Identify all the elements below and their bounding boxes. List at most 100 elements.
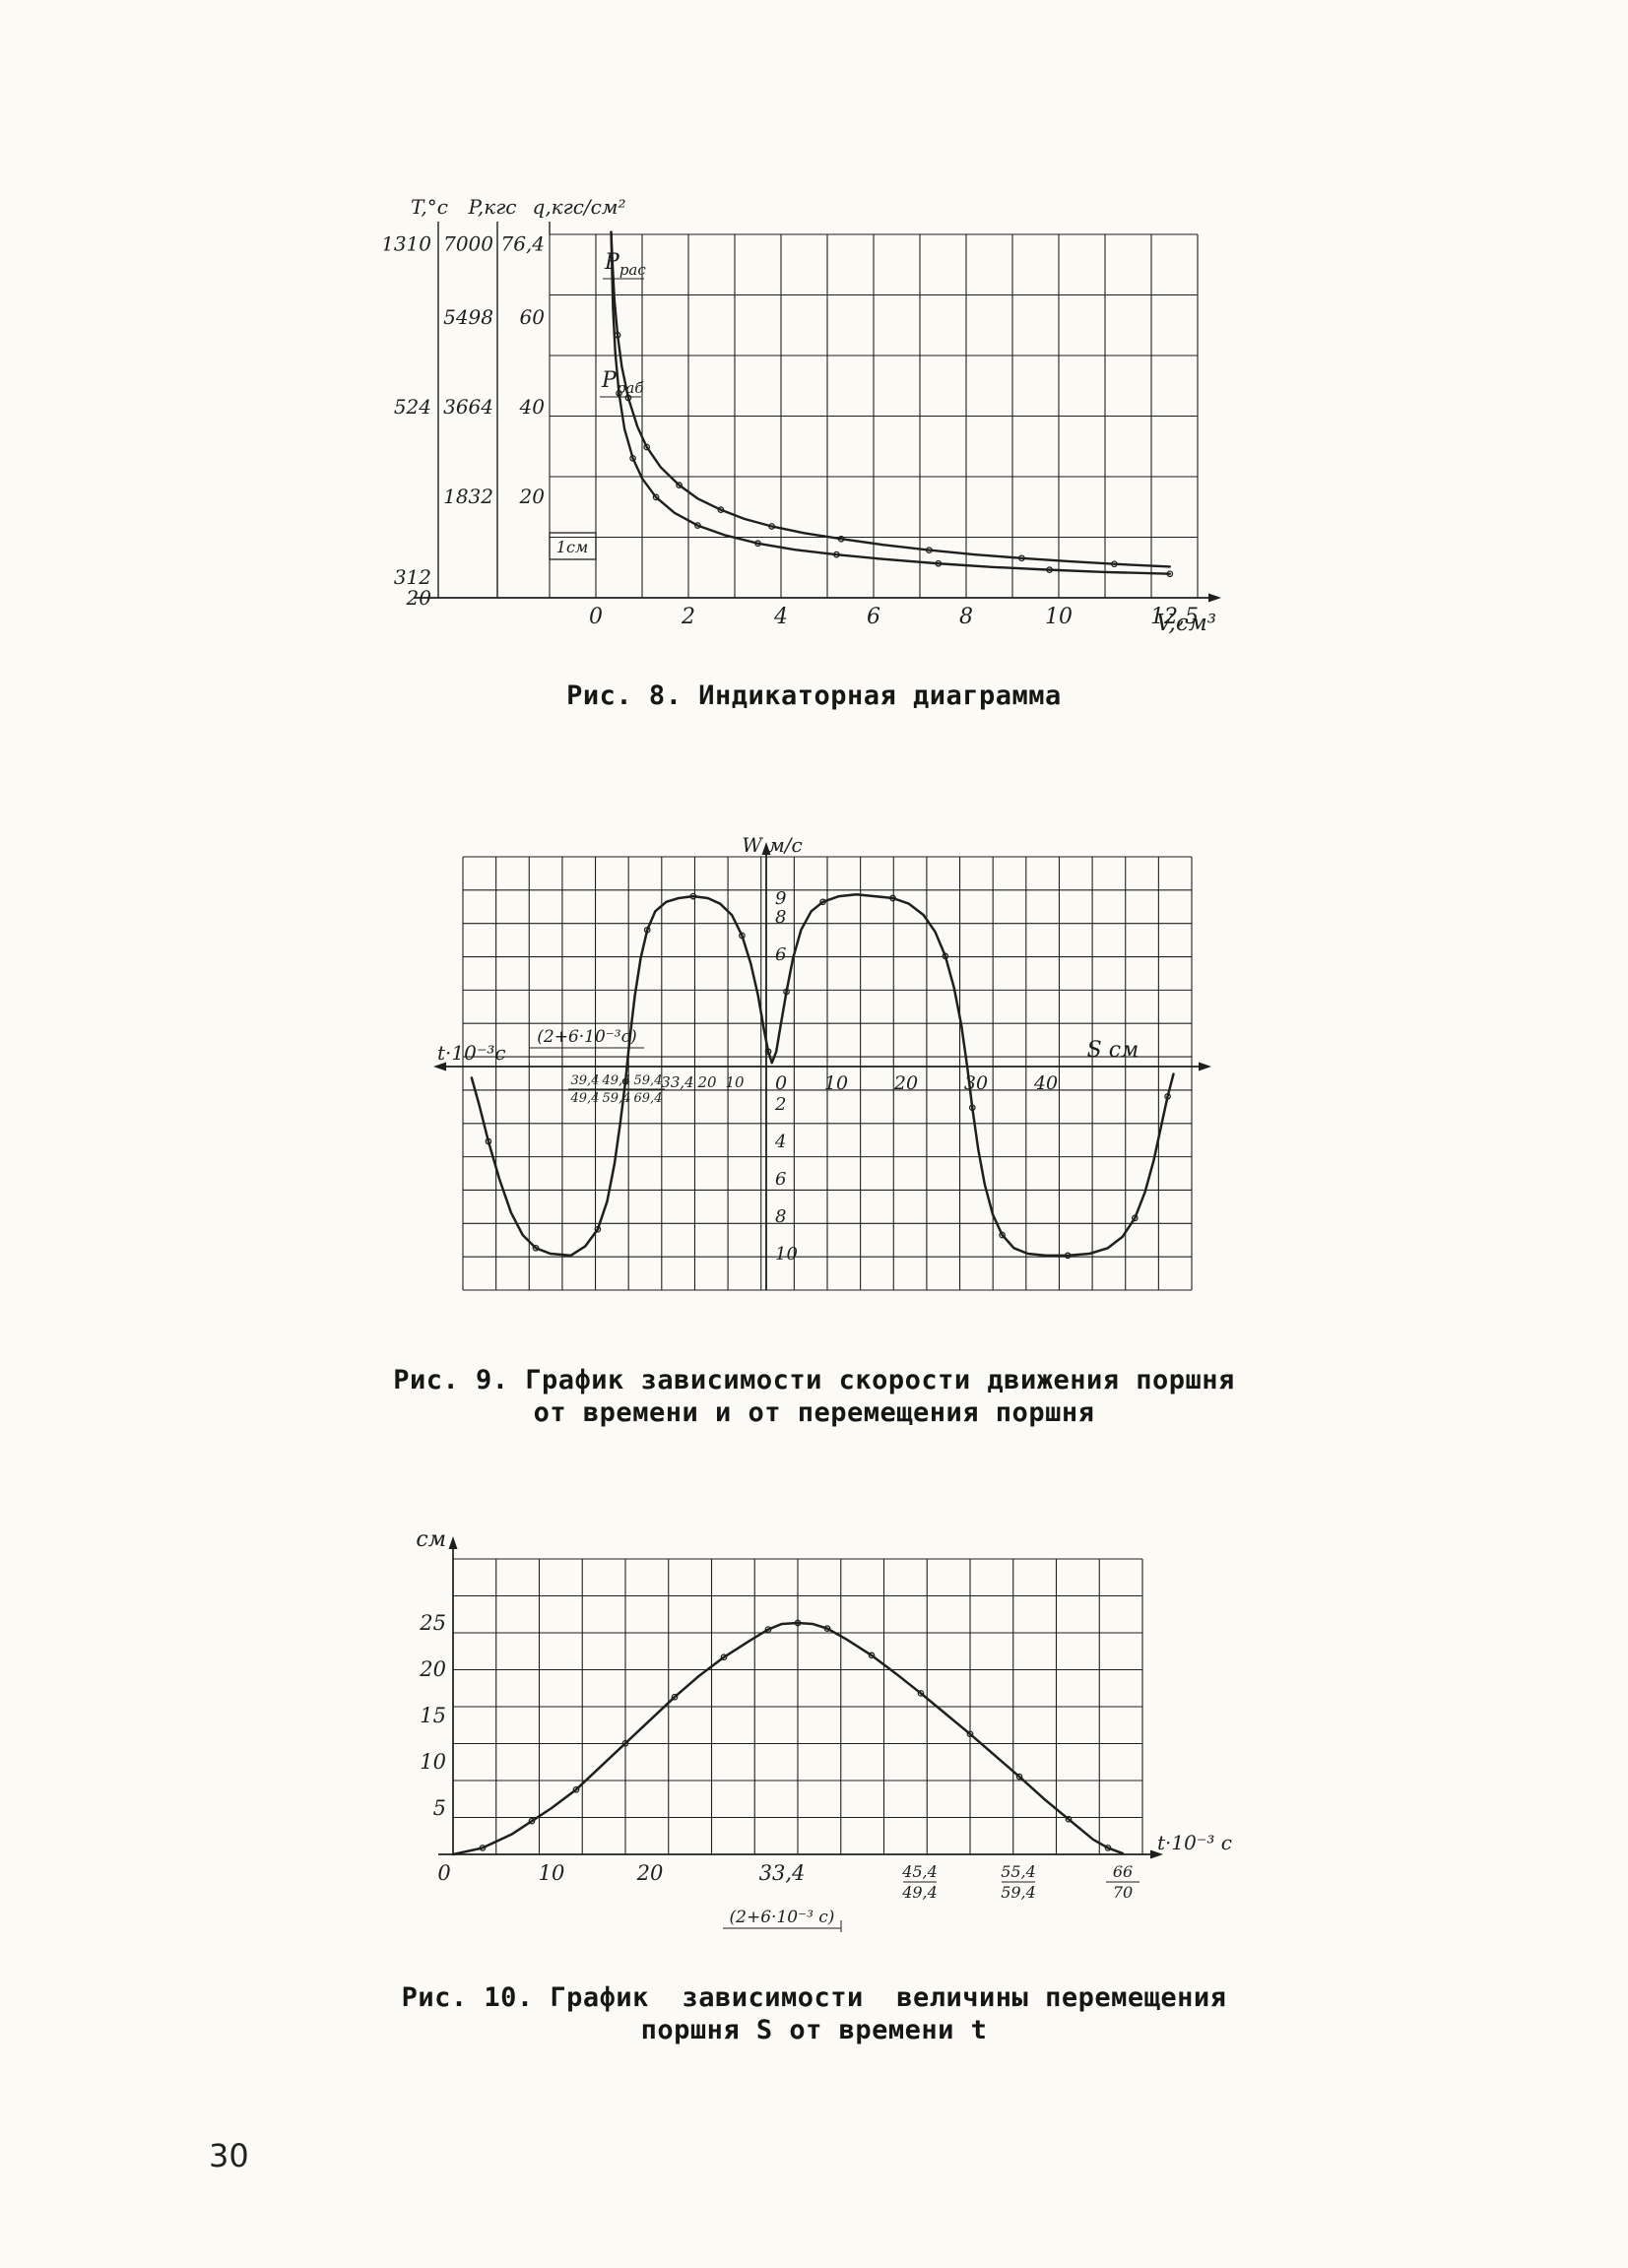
fig9-wtick-pos: 8	[775, 907, 786, 928]
fraction-tick-top: 49,4	[602, 1073, 631, 1088]
lower-curve-label: Pраб	[601, 368, 644, 397]
fraction-tick-bottom: 69,4	[634, 1091, 663, 1106]
fig10-yaxis-title: S см	[409, 1527, 446, 1552]
fig8-ytick: 7000	[443, 231, 493, 255]
figure-9-caption-line1: Рис. 9. График зависимости скорости движ…	[393, 1365, 1235, 1395]
fig8-xaxis-title: V,см³	[1156, 611, 1216, 636]
fig9-t-axis-title: t·10⁻³с	[437, 1041, 506, 1065]
fig10-ytick: 5	[433, 1796, 446, 1820]
data-marker	[1104, 1845, 1112, 1851]
fig9-wtick-pos: 6	[775, 944, 786, 965]
data-marker	[739, 932, 746, 940]
fig8-ytick: 312	[394, 565, 431, 589]
data-marker	[624, 394, 632, 402]
fig8-ytick: 524	[394, 395, 431, 419]
fig8-xtick: 4	[773, 605, 788, 629]
fig8-xtick: 12,5	[1150, 605, 1199, 629]
data-marker	[754, 540, 761, 548]
axis-arrow	[1208, 593, 1221, 603]
data-marker	[479, 1845, 487, 1851]
fig8-ytick: 40	[519, 395, 546, 419]
data-marker	[528, 1817, 536, 1825]
displacement-curve	[451, 1621, 1125, 1856]
data-marker	[720, 1653, 728, 1661]
fig9-s-tick: 10	[824, 1072, 848, 1094]
data-marker	[689, 892, 697, 900]
fig10-xtick: 20	[636, 1861, 664, 1885]
fig10-xtick: 0	[437, 1861, 450, 1885]
page-number: 30	[209, 2137, 249, 2174]
data-marker	[999, 1231, 1006, 1239]
fig8-xtick: 0	[589, 605, 603, 629]
data-marker	[1015, 1773, 1023, 1781]
data-marker	[652, 493, 660, 501]
fig8-yaxis-title: T,°c	[411, 195, 448, 219]
fraction-tick-bottom: 70	[1113, 1883, 1133, 1902]
data-marker	[968, 1104, 976, 1112]
data-marker	[1065, 1815, 1073, 1823]
fig8-xtick: 6	[867, 605, 880, 629]
data-marker	[833, 551, 840, 558]
data-marker	[823, 1625, 831, 1632]
curve-Pрас	[610, 230, 1171, 568]
data-marker	[717, 506, 725, 513]
data-marker	[794, 1619, 802, 1627]
fig8-xtick: 10	[1045, 605, 1073, 629]
fig9-t-annotation: (2+6·10⁻³с)	[537, 1027, 637, 1047]
data-marker	[621, 1077, 629, 1085]
fig9-origin-tick: 0	[775, 1072, 787, 1094]
figure-10-caption-line1: Рис. 10. График зависимости величины пер…	[401, 1982, 1227, 2013]
fig9-wtick-neg: 4	[774, 1132, 786, 1152]
data-marker	[1018, 554, 1025, 562]
fraction-tick-top: 59,4	[634, 1073, 663, 1088]
data-marker	[917, 1690, 925, 1697]
fraction-tick-bottom: 59,4	[1001, 1883, 1036, 1902]
fig9-t-tick: 10	[725, 1073, 745, 1091]
data-marker	[629, 454, 636, 462]
fig8-ytick: 1832	[443, 485, 493, 508]
data-marker	[837, 535, 845, 543]
data-marker	[616, 390, 622, 397]
fig9-wtick-neg: 6	[775, 1169, 786, 1190]
fig9-chart: W м/сS смt·10⁻³с(2+6·10⁻³с)10 20 30 4001020…	[433, 833, 1211, 1291]
data-marker	[1166, 570, 1174, 578]
velocity-curve	[470, 892, 1175, 1258]
data-marker	[594, 1225, 602, 1233]
fig8-ytick: 20	[519, 485, 546, 508]
data-marker	[643, 926, 651, 934]
scale-mark-label: 1см	[556, 538, 588, 556]
data-marker	[621, 1739, 629, 1747]
axis-arrow	[1199, 1062, 1211, 1071]
fig8-xtick: 8	[959, 605, 973, 629]
fig10-annotation: (2+6·10⁻³ с)	[730, 1908, 835, 1927]
fig9-wtick-pos: 9	[775, 888, 786, 909]
axis-arrow	[448, 1536, 458, 1549]
fraction-tick-top: 55,4	[1001, 1862, 1036, 1881]
fraction-tick-bottom: 49,4	[570, 1091, 600, 1106]
fig10-xtick: 10	[539, 1861, 565, 1885]
fraction-tick-top: 66	[1113, 1862, 1133, 1881]
data-marker	[889, 894, 896, 902]
scale-mark-box	[549, 532, 597, 560]
data-marker	[643, 443, 651, 451]
data-marker	[676, 482, 683, 488]
axis-arrow	[1150, 1849, 1163, 1859]
data-marker	[768, 523, 775, 530]
fig8-ytick: 1310	[384, 231, 431, 255]
fig8-ytick: 60	[520, 305, 546, 329]
fig9-wtick-neg: 8	[775, 1206, 786, 1227]
data-marker	[485, 1137, 492, 1145]
fig9-yaxis-title: W м/с	[742, 833, 802, 857]
figure-9-caption-line2: от времени и от перемещения поршня	[533, 1397, 1095, 1428]
fig9-s-axis-title: S см	[1087, 1038, 1140, 1063]
fraction-tick-bottom: 59,4	[603, 1091, 631, 1106]
fig8-ytick: 3664	[443, 395, 493, 419]
fig8-ytick: 5498	[443, 305, 493, 329]
figure-10-caption-line2: поршня S от времени t	[640, 2015, 988, 2045]
fig10-chart: S см t·10⁻³ с 5 10 15 20 25 0 10 20 33,4 45,4 49,4 55…	[409, 1527, 1232, 1932]
axis-arrow	[433, 1062, 446, 1071]
fig8-chart: T,°c P,кгс q,кгс/см²1310524312207000549836…	[384, 195, 1221, 636]
fig9-t-tick: 33,4	[661, 1073, 693, 1091]
fig10-ytick: 10	[420, 1750, 446, 1774]
data-marker	[942, 952, 949, 960]
